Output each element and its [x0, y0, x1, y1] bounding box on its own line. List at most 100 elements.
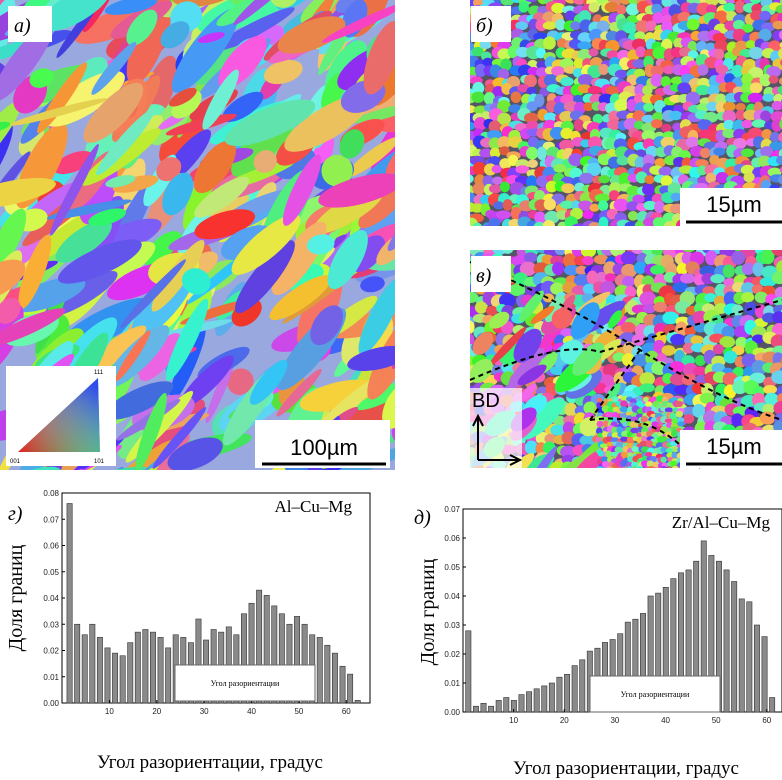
grain [631, 466, 638, 468]
x-axis-label: Угол разориентации, градус [513, 758, 739, 779]
grain [669, 373, 687, 386]
grain [637, 466, 644, 468]
y-tick-label: 0.05 [444, 563, 460, 572]
grain [555, 18, 566, 31]
grain [639, 383, 655, 393]
grain [664, 407, 674, 413]
grain [613, 198, 629, 212]
grain [745, 40, 756, 49]
grain [269, 0, 300, 8]
panel-label: в) [476, 265, 492, 287]
grain [472, 161, 487, 176]
grain [202, 69, 239, 130]
grain [627, 406, 633, 413]
grain [587, 65, 602, 79]
grain [761, 250, 775, 265]
y-tick-label: 0.01 [43, 673, 59, 682]
grain [686, 18, 700, 31]
grain [508, 283, 526, 297]
grain [487, 232, 502, 241]
grain [533, 221, 546, 226]
grain [777, 47, 782, 60]
grain [722, 110, 737, 123]
grain [660, 76, 671, 88]
grain [112, 175, 159, 193]
grain [719, 336, 736, 348]
bar [127, 642, 134, 704]
grain [660, 436, 668, 442]
grain [18, 234, 52, 309]
grain [562, 421, 575, 435]
grain [731, 413, 744, 427]
grain [472, 332, 494, 355]
grain [779, 119, 782, 130]
grain [0, 259, 26, 301]
grain [749, 0, 762, 4]
grain [669, 361, 685, 373]
grain [510, 91, 522, 104]
grain [683, 414, 695, 424]
grain [651, 421, 660, 428]
ipf-triangle-shade [18, 378, 100, 452]
grain [614, 229, 628, 241]
grain [635, 46, 646, 58]
grain [193, 140, 236, 194]
grain [525, 146, 539, 160]
grain [607, 406, 615, 414]
bar [347, 673, 354, 704]
grain [639, 372, 655, 386]
y-tick-label: 0.04 [43, 594, 59, 603]
grain [748, 46, 764, 60]
grain [563, 253, 577, 269]
grain [197, 32, 225, 44]
grain [46, 199, 132, 220]
y-tick-label: 0.06 [43, 542, 59, 551]
grain [550, 282, 565, 295]
grain [587, 86, 603, 95]
grain [492, 176, 503, 185]
grain [577, 41, 592, 50]
panel-label: г) [8, 503, 23, 525]
grain [752, 262, 764, 277]
grain [723, 2, 736, 12]
grain [360, 276, 385, 293]
grain [586, 270, 599, 285]
grain [474, 63, 487, 78]
bar [331, 652, 338, 704]
grain [500, 0, 515, 6]
grain [741, 292, 755, 303]
grain [515, 165, 530, 174]
grain [318, 173, 395, 208]
grain [620, 251, 637, 265]
x-tick-label: 10 [105, 707, 114, 716]
annotation: Угол разориентации [621, 690, 690, 699]
grain [104, 381, 174, 420]
grain [641, 460, 649, 468]
grain [660, 21, 673, 33]
panel-label: a) [14, 15, 31, 37]
bar [74, 623, 81, 704]
grain [594, 193, 610, 203]
grain [651, 466, 657, 468]
grain [470, 333, 475, 347]
grain [499, 181, 510, 193]
grain [603, 420, 609, 428]
x-tick-label: 50 [294, 707, 303, 716]
grain [575, 265, 588, 275]
grain [139, 333, 182, 382]
grain [552, 261, 564, 276]
bar [256, 589, 263, 704]
grain [732, 380, 748, 395]
grain [479, 148, 494, 158]
grain [489, 327, 527, 366]
grain [536, 146, 547, 161]
grain [775, 155, 782, 165]
bar [195, 618, 202, 704]
grain [543, 198, 556, 211]
grain [472, 182, 486, 195]
bar [339, 665, 346, 704]
grain [597, 153, 612, 166]
grain [642, 303, 657, 314]
x-tick-label: 60 [762, 716, 771, 725]
grain [507, 230, 517, 241]
